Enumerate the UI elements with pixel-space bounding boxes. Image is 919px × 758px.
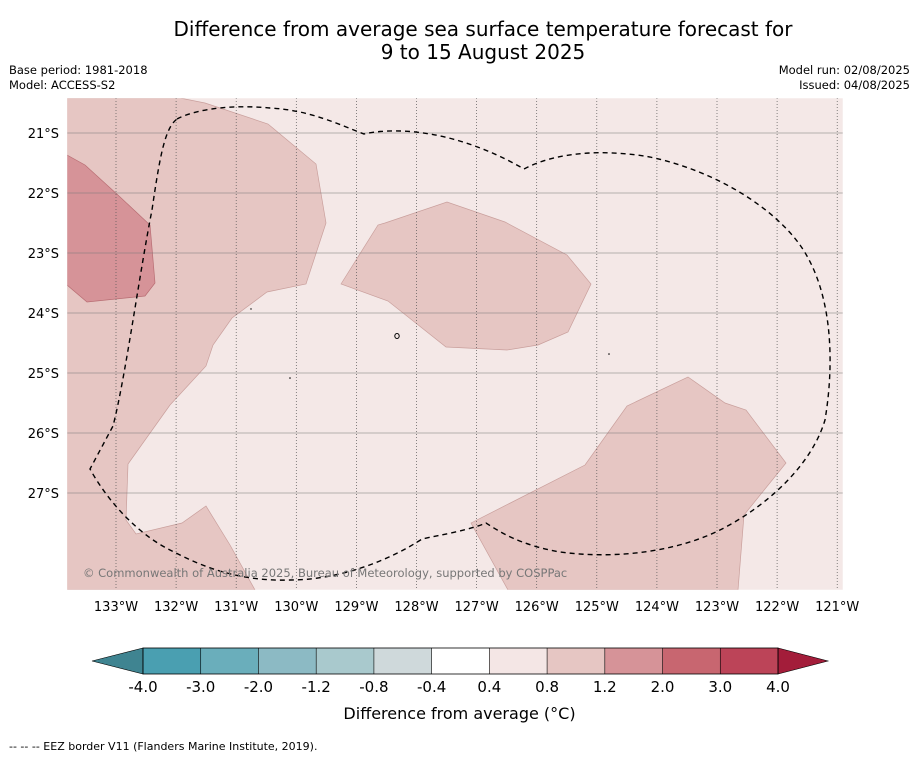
longitude-label: 127°W <box>455 600 499 615</box>
model-run: Model run: 02/08/2025 <box>778 63 910 77</box>
colorbar-segment <box>604 648 663 674</box>
latitude-label: 25°S <box>28 367 59 382</box>
longitude-label: 125°W <box>575 600 619 615</box>
graticule <box>67 98 843 590</box>
colorbar-extend-low <box>91 647 144 675</box>
map-title: Difference from average sea surface temp… <box>0 18 919 64</box>
colorbar-tick-label: 0.8 <box>535 678 559 696</box>
copyright-notice: © Commonwealth of Australia 2025, Bureau… <box>83 566 567 580</box>
colorbar-tick-label: -1.2 <box>302 678 331 696</box>
island-marker <box>289 377 291 379</box>
colorbar-segment <box>373 648 432 674</box>
colorbar-tick-label: -0.8 <box>359 678 388 696</box>
colorbar-segment <box>547 648 605 674</box>
map-area: © Commonwealth of Australia 2025, Bureau… <box>67 98 843 590</box>
longitude-label: 129°W <box>334 600 378 615</box>
latitude-label: 22°S <box>28 187 59 202</box>
title-line-1: Difference from average sea surface temp… <box>173 17 793 41</box>
longitude-label: 121°W <box>815 600 859 615</box>
colorbar-label: Difference from average (°C) <box>343 704 576 723</box>
colorbar-segment <box>316 648 374 674</box>
longitude-labels: 133°W 132°W 131°W 130°W 129°W 128°W 127°W 126°W… <box>94 600 860 615</box>
colorbar-tick-label: 4.0 <box>766 678 790 696</box>
longitude-label: 124°W <box>635 600 679 615</box>
latitude-labels: 21°S 22°S 23°S 24°S 25°S 26°S 27°S <box>28 127 59 502</box>
anomaly-region-southeast <box>470 376 787 590</box>
colorbar-segment <box>143 648 201 674</box>
colorbar-tick-label: 2.0 <box>651 678 675 696</box>
longitude-label: 123°W <box>695 600 739 615</box>
longitude-label: 126°W <box>515 600 559 615</box>
colorbar-segment <box>258 648 317 674</box>
meta-left: Base period: 1981-2018 Model: ACCESS-S2 <box>9 63 148 93</box>
latitude-label: 24°S <box>28 307 59 322</box>
eez-border <box>89 106 831 581</box>
latitude-label: 27°S <box>28 487 59 502</box>
longitude-label: 131°W <box>214 600 258 615</box>
colorbar-tick-label: -2.0 <box>244 678 273 696</box>
colorbar: -4.0 -3.0 -2.0 -1.2 -0.8 -0.4 0.4 0.8 1.2 2.0 3.0 4… <box>91 647 830 696</box>
colorbar-tick-label: 0.4 <box>477 678 501 696</box>
issued-date: Issued: 04/08/2025 <box>799 78 910 92</box>
island-marker <box>250 308 252 310</box>
longitude-label: 128°W <box>394 600 438 615</box>
model-name: Model: ACCESS-S2 <box>9 78 116 92</box>
colorbar-segment <box>489 648 548 674</box>
colorbar-extend-high <box>777 647 830 675</box>
colorbar-tick-label: 1.2 <box>593 678 617 696</box>
latitude-label: 23°S <box>28 247 59 262</box>
island-marker <box>394 333 400 339</box>
colorbar-tick-label: -0.4 <box>417 678 446 696</box>
base-period: Base period: 1981-2018 <box>9 63 148 77</box>
colorbar-segment <box>200 648 259 674</box>
colorbar-tick-label: 3.0 <box>708 678 732 696</box>
longitude-label: 133°W <box>94 600 138 615</box>
colorbar-segment <box>662 648 721 674</box>
colorbar-segment <box>720 648 778 674</box>
longitude-label: 130°W <box>274 600 318 615</box>
title-line-2: 9 to 15 August 2025 <box>380 40 586 64</box>
meta-right: Model run: 02/08/2025 Issued: 04/08/2025 <box>779 63 910 93</box>
anomaly-region-west-strong <box>67 154 156 303</box>
island-marker <box>608 353 610 355</box>
longitude-label: 122°W <box>755 600 799 615</box>
longitude-label: 132°W <box>154 600 198 615</box>
colorbar-tick-label: -4.0 <box>128 678 157 696</box>
latitude-label: 26°S <box>28 427 59 442</box>
colorbar-segment <box>431 648 490 674</box>
eez-legend-note: -- -- -- EEZ border V11 (Flanders Marine… <box>9 740 318 753</box>
colorbar-tick-label: -3.0 <box>186 678 215 696</box>
latitude-label: 21°S <box>28 127 59 142</box>
